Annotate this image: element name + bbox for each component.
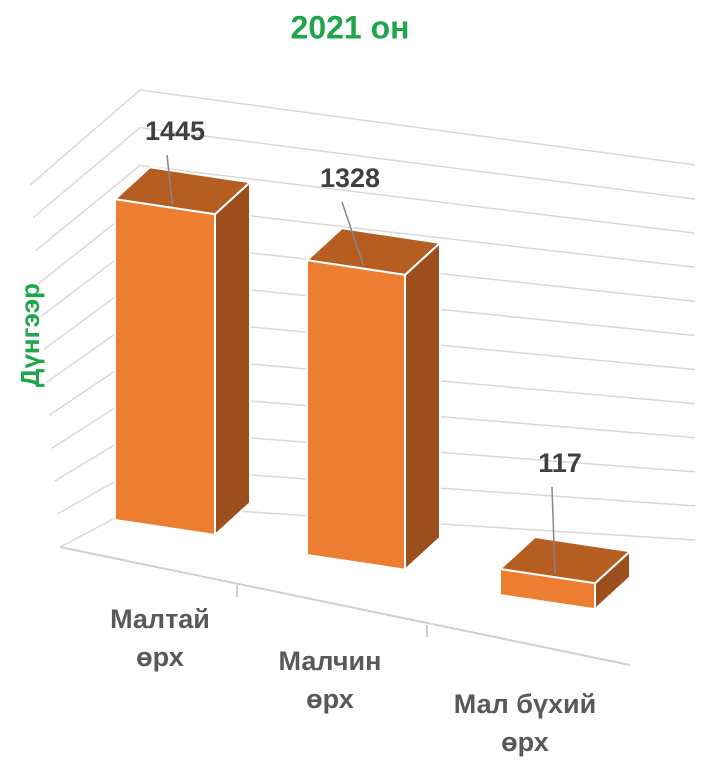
- floor-line: [59, 546, 631, 666]
- leader-line: [341, 201, 365, 266]
- bar-side: [404, 240, 441, 572]
- bar-side: [214, 179, 251, 538]
- grid-line: [34, 164, 696, 252]
- data-label: 1445: [145, 116, 205, 146]
- chart-title: 2021 он: [291, 9, 410, 45]
- bar: [306, 259, 406, 571]
- data-label: 117: [538, 448, 582, 478]
- x-tick-label: Малчин өрх: [278, 646, 382, 714]
- bars: 1445 1328 117: [112, 116, 633, 612]
- bar: [114, 198, 216, 537]
- y-axis-label: Дүнгээр: [15, 283, 45, 387]
- grid-line: [29, 89, 696, 186]
- data-label: 1328: [320, 163, 380, 193]
- x-tick-label: Малтай өрх: [110, 604, 210, 672]
- bar: [499, 567, 596, 611]
- leader-line: [166, 154, 174, 205]
- grid-line: [32, 126, 696, 219]
- x-tick-label: Мал бүхий өрх: [453, 689, 597, 757]
- leader-line: [551, 486, 556, 575]
